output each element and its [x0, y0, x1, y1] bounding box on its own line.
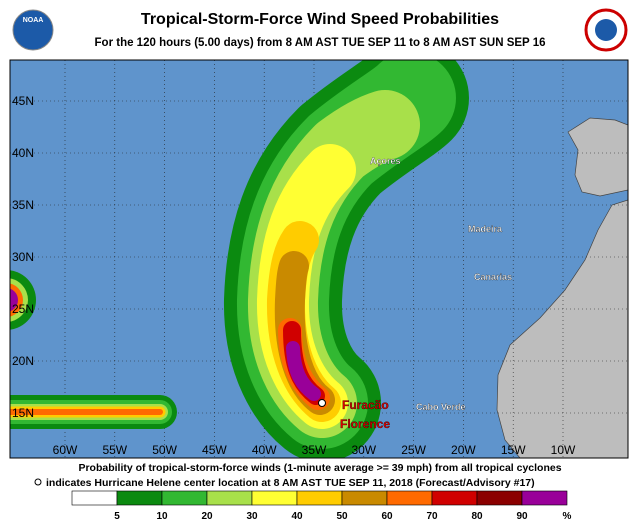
legend-swatch — [521, 490, 568, 506]
legend-label: 60 — [381, 511, 393, 522]
latitude-label: 40N — [12, 146, 34, 160]
place-label: Açores — [370, 156, 401, 166]
longitude-label: 25W — [401, 443, 426, 457]
longitude-label: 50W — [152, 443, 177, 457]
legend-swatch — [296, 490, 343, 506]
latitude-label: 35N — [12, 198, 34, 212]
legend-swatch — [71, 490, 118, 506]
legend-label: 5 — [114, 511, 120, 522]
latitude-label: 30N — [12, 250, 34, 264]
legend-label: 40 — [291, 511, 303, 522]
legend-swatch — [341, 490, 388, 506]
legend-swatch — [476, 490, 523, 506]
legend-swatch — [161, 490, 208, 506]
map-frame — [9, 59, 629, 459]
longitude-label: 10W — [551, 443, 576, 457]
legend-label: % — [563, 511, 572, 522]
place-label: Canarias — [474, 272, 512, 282]
probability-area — [286, 341, 321, 401]
legend-label: 90 — [516, 511, 528, 522]
map — [10, 60, 628, 458]
title: Tropical-Storm-Force Wind Speed Probabil… — [141, 11, 499, 28]
legend-label: 80 — [471, 511, 483, 522]
subtitle: For the 120 hours (5.00 days) from 8 AM … — [95, 37, 546, 49]
legend-swatch — [116, 490, 163, 506]
longitude-label: 60W — [53, 443, 78, 457]
legend-swatch — [206, 490, 253, 506]
center-symbol — [34, 478, 42, 486]
legend-label: 70 — [426, 511, 438, 522]
latitude-label: 20N — [12, 354, 34, 368]
latitude-label: 25N — [12, 302, 34, 316]
longitude-label: 15W — [501, 443, 526, 457]
storm-label: Florence — [340, 417, 390, 431]
place-label: Cabo Verde — [416, 402, 466, 412]
land — [567, 117, 628, 197]
nws-logo-inner — [595, 19, 617, 41]
legend-label: 30 — [246, 511, 258, 522]
footer-line: Probability of tropical-storm-force wind… — [78, 462, 561, 474]
latitude-label: 15N — [12, 406, 34, 420]
footer-line: indicates Hurricane Helene center locati… — [46, 477, 535, 489]
storm-label: Furacão — [342, 398, 389, 412]
longitude-label: 35W — [302, 443, 327, 457]
legend-label: 20 — [201, 511, 213, 522]
longitude-label: 45W — [202, 443, 227, 457]
longitude-label: 55W — [102, 443, 127, 457]
land — [496, 199, 628, 458]
place-label: Madeira — [468, 224, 503, 234]
longitude-label: 40W — [252, 443, 277, 457]
longitude-label: 20W — [451, 443, 476, 457]
latitude-label: 45N — [12, 94, 34, 108]
legend-swatch — [251, 490, 298, 506]
legend-label: 10 — [156, 511, 168, 522]
legend-swatch — [431, 490, 478, 506]
noaa-logo — [12, 9, 54, 51]
longitude-label: 30W — [351, 443, 376, 457]
storm-center — [318, 399, 326, 407]
legend-swatch — [386, 490, 433, 506]
legend-label: 50 — [336, 511, 348, 522]
logo-text: NOAA — [23, 17, 44, 24]
